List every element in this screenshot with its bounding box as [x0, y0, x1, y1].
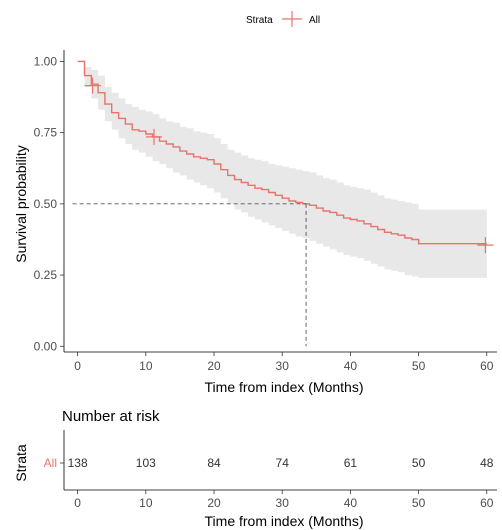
median-lines-layer — [72, 203, 307, 347]
legend: Strata All — [246, 11, 320, 27]
risk-count-30: 74 — [276, 456, 290, 470]
risk-x-tick-label: 60 — [480, 496, 494, 510]
x-tick-label: 0 — [74, 359, 81, 373]
survival-curve-all — [77, 60, 487, 245]
y-ticks-layer: 0.00 0.25 0.50 0.75 1.00 — [34, 54, 64, 353]
risk-table: Number at risk Strata All 138 103 84 74 61 50… — [13, 408, 497, 529]
legend-entry-all: All — [309, 15, 320, 26]
risk-x-tick-label: 20 — [207, 496, 221, 510]
risk-row-label-all: All — [44, 456, 57, 470]
risk-count-20: 84 — [207, 456, 221, 470]
survival-plot: 0 10 20 30 40 50 60 0.00 0.25 0.50 0.75 1.00 Time … — [13, 50, 497, 395]
y-tick-label: 1.00 — [34, 54, 58, 68]
confidence-band-layer — [77, 61, 487, 278]
y-tick-label: 0.00 — [34, 339, 58, 353]
x-tick-label: 40 — [344, 359, 358, 373]
risk-count-0: 138 — [68, 456, 88, 470]
legend-title: Strata — [246, 15, 273, 26]
x-tick-label: 10 — [139, 359, 153, 373]
x-tick-label: 60 — [480, 359, 494, 373]
risk-count-60: 48 — [480, 456, 494, 470]
risk-x-ticks-layer: 0 10 20 30 40 50 60 — [74, 490, 494, 510]
survival-curve-layer — [77, 60, 487, 245]
censor-mark-0 — [84, 77, 101, 94]
y-tick-label: 0.50 — [34, 197, 58, 211]
x-tick-label: 50 — [412, 359, 426, 373]
y-tick-label: 0.75 — [34, 126, 58, 140]
risk-counts-layer: 138 103 84 74 61 50 48 — [68, 456, 494, 470]
risk-x-tick-label: 30 — [276, 496, 290, 510]
axes-layer — [63, 50, 497, 353]
censor-marks-layer — [84, 77, 494, 254]
risk-x-tick-label: 50 — [412, 496, 426, 510]
x-tick-label: 20 — [207, 359, 221, 373]
risk-x-tick-label: 0 — [74, 496, 81, 510]
risk-count-50: 50 — [412, 456, 426, 470]
risk-table-x-axis-title: Time from index (Months) — [205, 513, 364, 529]
censor-mark-2 — [477, 237, 494, 254]
risk-count-40: 61 — [344, 456, 358, 470]
risk-axes-layer — [60, 430, 497, 491]
x-tick-label: 30 — [276, 359, 290, 373]
censor-mark-1 — [146, 128, 163, 145]
x-ticks-layer: 0 10 20 30 40 50 60 — [74, 352, 494, 373]
confidence-band — [77, 61, 487, 278]
y-tick-label: 0.25 — [34, 268, 58, 282]
legend-key-all — [282, 11, 302, 27]
risk-count-10: 103 — [136, 456, 156, 470]
risk-table-y-axis-title: Strata — [13, 444, 29, 482]
risk-x-tick-label: 10 — [139, 496, 153, 510]
risk-table-title: Number at risk — [62, 408, 160, 425]
risk-x-tick-label: 40 — [344, 496, 358, 510]
y-axis-title: Survival probability — [13, 145, 29, 263]
x-axis-title: Time from index (Months) — [205, 379, 364, 395]
